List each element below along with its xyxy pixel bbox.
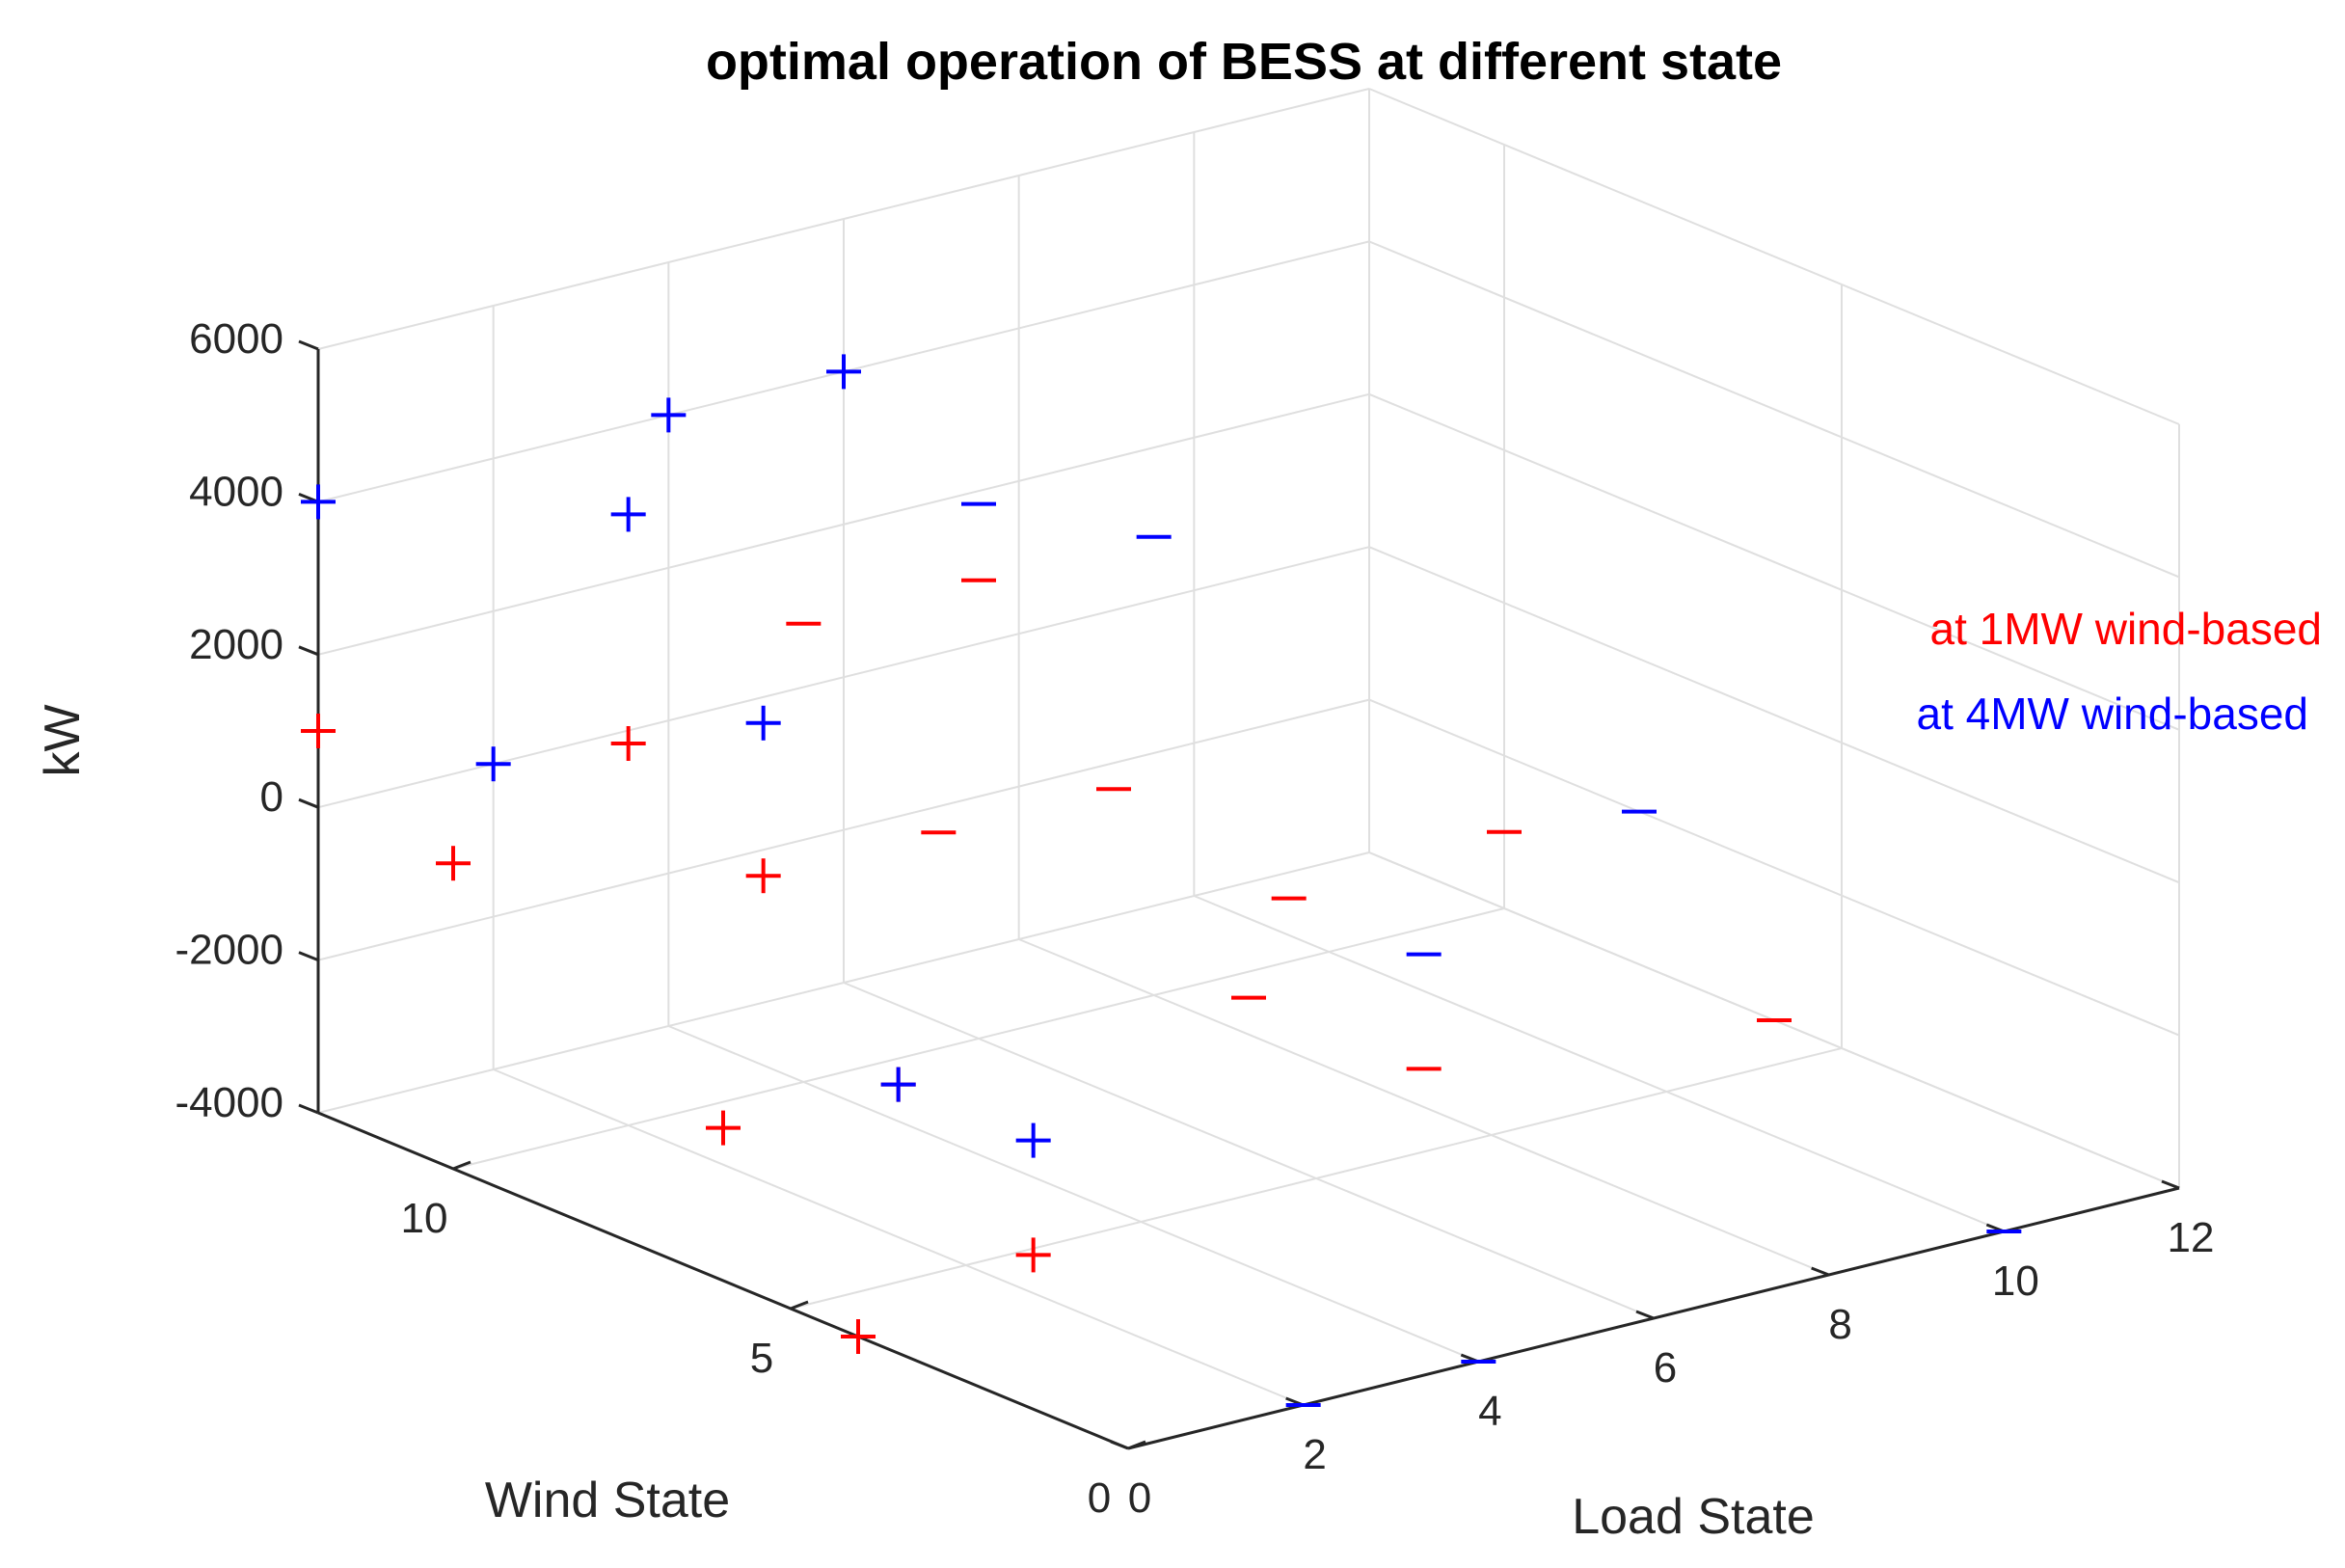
axis-label-z: kW — [35, 704, 91, 776]
data-point — [475, 746, 511, 782]
x-tick-label: 0 — [1128, 1474, 1151, 1522]
data-markers — [301, 354, 2022, 1407]
data-point — [301, 714, 336, 748]
z-tick — [298, 951, 319, 961]
z-tick — [298, 645, 319, 657]
x-tick-label: 8 — [1828, 1301, 1851, 1348]
data-point — [706, 1110, 741, 1146]
z-tick-label: 0 — [260, 773, 283, 821]
data-point — [436, 846, 471, 881]
grid-line — [1368, 392, 2180, 731]
x-tick — [1811, 1266, 1830, 1277]
grid-line — [317, 392, 1370, 656]
x-tick-label: 12 — [2168, 1214, 2215, 1261]
chart-title: optimal operation of BESS at different s… — [706, 33, 1782, 91]
data-point — [841, 1319, 876, 1354]
x-tick-label: 6 — [1654, 1344, 1677, 1392]
x-tick-label: 2 — [1303, 1431, 1326, 1478]
z-tick — [298, 798, 319, 809]
y-tick — [1127, 1440, 1146, 1450]
y-tick-label: 5 — [750, 1335, 773, 1382]
tick-labels: 0 2 4 6 8 10 12 0 5 10 -4000 -2000 0 2000 4000 6000 — [175, 315, 2214, 1522]
data-point — [880, 1067, 916, 1102]
z-tick-label: 4000 — [189, 468, 283, 515]
x-tick — [2161, 1179, 2180, 1190]
data-point — [1015, 1237, 1051, 1273]
grid-line — [1018, 938, 1830, 1276]
data-point — [301, 484, 336, 520]
z-tick — [298, 339, 319, 351]
data-point — [651, 397, 687, 433]
grid-line — [1368, 546, 2180, 884]
z-tick-label: -2000 — [175, 927, 283, 974]
grid-line — [1368, 88, 2180, 425]
data-point — [745, 858, 781, 894]
data-point — [826, 354, 861, 390]
x-tick — [1110, 1440, 1129, 1450]
y-axis-line — [317, 1111, 1129, 1450]
grid-line — [790, 1047, 1843, 1310]
y-tick — [452, 1160, 472, 1171]
grid-line — [317, 698, 1370, 961]
data-point — [610, 726, 646, 761]
x-tick-label: 4 — [1478, 1388, 1501, 1435]
grid-line — [843, 982, 1655, 1319]
axis-label-x: Load State — [1572, 1489, 1815, 1545]
z-tick-label: -4000 — [175, 1079, 283, 1126]
z-tick-label: 2000 — [189, 621, 283, 668]
data-point — [610, 497, 646, 532]
grid-line — [317, 88, 1370, 350]
z-tick — [298, 1103, 319, 1115]
grid-line — [1368, 698, 2180, 1037]
grid-line — [1368, 240, 2180, 579]
grid-lines — [317, 88, 2180, 1449]
z-tick-label: 6000 — [189, 315, 283, 363]
grid-line — [452, 907, 1505, 1170]
data-point — [745, 705, 781, 741]
grid-line — [1193, 895, 2005, 1232]
legend-entry-4mw: at 4MW wind-based — [1917, 689, 2309, 739]
legend-entry-1mw: at 1MW wind-based — [1930, 604, 2323, 654]
x-tick-label: 10 — [1992, 1257, 2039, 1305]
axis-label-y: Wind State — [485, 1473, 730, 1528]
y-tick-label: 0 — [1088, 1474, 1111, 1522]
y-tick — [790, 1300, 809, 1311]
grid-line — [667, 1025, 1479, 1363]
x-tick — [1635, 1310, 1655, 1320]
data-point — [1015, 1122, 1051, 1158]
grid-line — [317, 852, 1370, 1114]
y-tick-label: 10 — [401, 1195, 448, 1242]
